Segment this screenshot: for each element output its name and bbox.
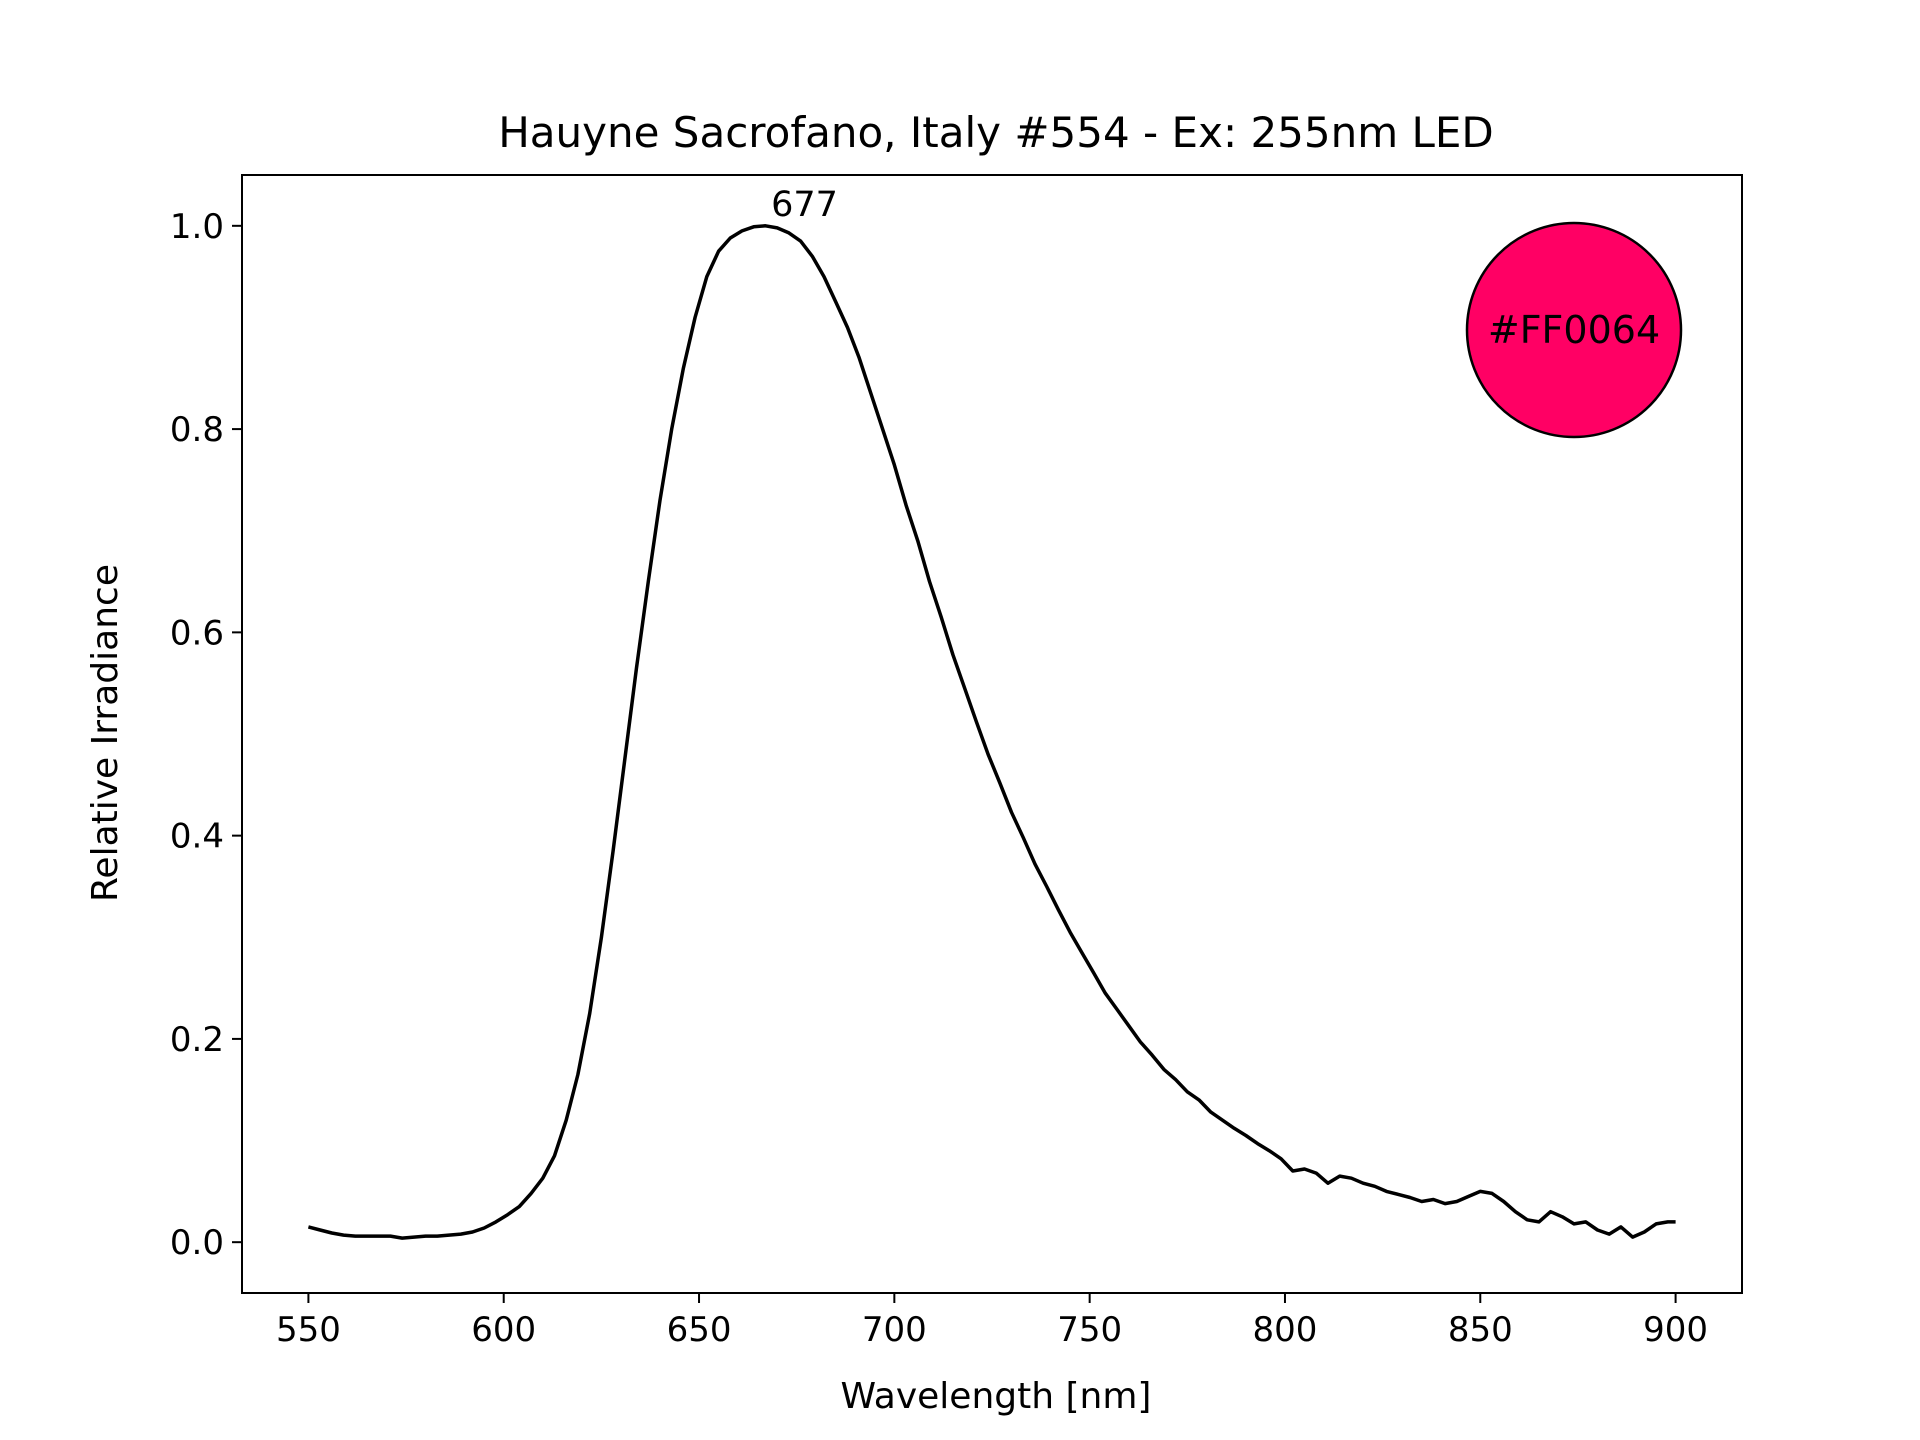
x-tick-label: 800 (1253, 1310, 1318, 1350)
x-tick-label: 600 (471, 1310, 536, 1350)
x-tick-label: 700 (862, 1310, 927, 1350)
y-tick-label: 0.6 (170, 613, 224, 653)
x-tick-label: 550 (276, 1310, 341, 1350)
y-axis-label: Relative Irradiance (85, 564, 126, 902)
x-axis: 550 600 650 700 750 800 850 900 (276, 1293, 1708, 1350)
y-tick-label: 1.0 (170, 207, 224, 247)
spectrum-line (307, 224, 1676, 1240)
color-swatch-label: #FF0064 (1488, 308, 1660, 352)
y-tick-label: 0.0 (170, 1223, 224, 1263)
chart-title: Hauyne Sacrofano, Italy #554 - Ex: 255nm… (498, 108, 1494, 157)
x-tick-label: 750 (1057, 1310, 1122, 1350)
peak-label: 677 (771, 185, 838, 225)
y-tick-label: 0.8 (170, 410, 224, 450)
plot-area: 677 #FF0064 (307, 185, 1683, 1240)
x-axis-label: Wavelength [nm] (841, 1376, 1152, 1417)
x-tick-label: 850 (1448, 1310, 1513, 1350)
x-tick-label: 900 (1643, 1310, 1708, 1350)
y-axis: 0.0 0.2 0.4 0.6 0.8 1.0 (170, 207, 242, 1263)
color-swatch-circle (1465, 221, 1683, 439)
x-tick-label: 650 (667, 1310, 732, 1350)
y-tick-label: 0.2 (170, 1020, 224, 1060)
y-tick-label: 0.4 (170, 817, 224, 857)
axes-frame (241, 174, 1743, 1294)
